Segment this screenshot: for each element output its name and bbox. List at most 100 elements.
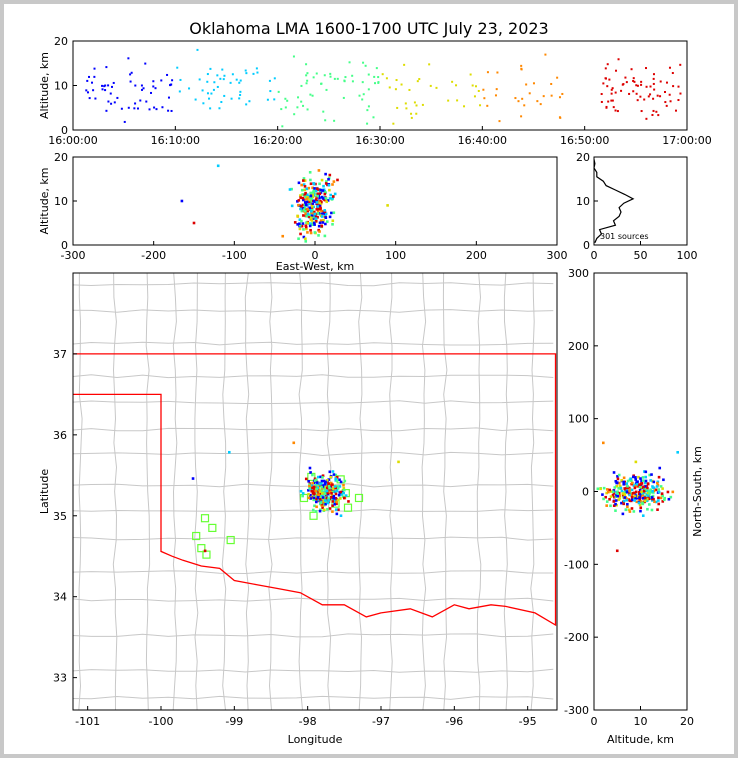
source-point: [312, 212, 315, 215]
source-point: [601, 493, 604, 496]
source-point: [320, 479, 324, 483]
source-point: [317, 488, 320, 491]
source-point: [305, 227, 308, 231]
x-tick-label: -100: [222, 249, 247, 262]
source-point: [622, 482, 626, 486]
source-point: [626, 502, 629, 506]
source-point: [308, 213, 311, 217]
source-point: [651, 113, 654, 116]
source-point: [610, 92, 613, 95]
source-point: [364, 64, 367, 67]
source-point: [679, 63, 682, 66]
source-point: [315, 487, 319, 491]
x-tick-label: 16:30:00: [355, 134, 404, 147]
source-point: [306, 231, 309, 234]
source-point: [626, 479, 630, 483]
source-point: [293, 113, 296, 116]
source-point: [316, 211, 320, 215]
source-point: [320, 82, 323, 85]
source-point: [325, 479, 329, 482]
lma-station-marker: [192, 531, 201, 541]
source-point: [351, 74, 354, 77]
source-point: [305, 200, 309, 204]
source-point: [315, 505, 318, 509]
source-point: [201, 89, 204, 92]
source-point: [209, 107, 212, 110]
source-point: [256, 71, 259, 74]
source-point: [306, 212, 310, 216]
source-point: [323, 192, 327, 196]
source-point: [301, 193, 304, 196]
source-point: [296, 106, 299, 109]
source-point: [650, 496, 654, 499]
source-point: [307, 215, 311, 218]
source-point: [323, 190, 327, 194]
source-point: [630, 498, 634, 502]
source-point: [608, 488, 611, 492]
source-point: [167, 109, 170, 112]
source-point: [313, 504, 316, 508]
source-point: [663, 496, 667, 500]
source-point: [367, 88, 370, 91]
y-tick-label: 300: [568, 267, 589, 280]
source-point: [633, 486, 637, 490]
source-point: [333, 485, 337, 488]
source-point: [647, 497, 651, 501]
source-point: [302, 104, 305, 107]
source-point: [290, 204, 294, 208]
source-point: [311, 202, 315, 205]
source-point: [620, 479, 624, 482]
source-point: [646, 482, 650, 485]
lma-station-marker: [200, 514, 210, 523]
source-point: [536, 100, 539, 103]
source-point: [604, 77, 607, 80]
source-point: [220, 101, 223, 104]
source-point: [317, 491, 320, 494]
source-point: [314, 478, 318, 482]
source-point: [663, 498, 666, 502]
source-point: [386, 204, 389, 207]
source-point: [677, 99, 680, 102]
county-boundary: [503, 273, 509, 710]
source-point: [649, 479, 652, 482]
source-point: [347, 500, 350, 503]
source-point: [658, 466, 662, 470]
source-point: [331, 197, 334, 200]
altitude-north-south-panel: 0 10 20 -300 -200 -100 0 100 200 300 Altitude, km N…: [564, 267, 704, 746]
source-point: [614, 91, 617, 94]
y-tick-label: 20: [54, 151, 68, 164]
source-point: [645, 85, 648, 88]
source-point: [645, 67, 648, 70]
source-point: [327, 497, 330, 500]
source-point: [599, 487, 602, 491]
source-point: [381, 73, 384, 76]
source-point: [273, 77, 276, 80]
source-point: [317, 234, 320, 237]
source-point: [640, 83, 643, 86]
source-point: [316, 482, 319, 486]
source-point: [110, 102, 113, 105]
source-point: [617, 58, 620, 61]
source-point: [404, 102, 407, 105]
source-point: [308, 206, 312, 210]
source-point: [656, 481, 659, 485]
source-point: [319, 219, 323, 222]
source-point: [331, 223, 334, 226]
source-point: [486, 71, 489, 74]
source-point: [315, 481, 319, 484]
y-tick-label: 34: [53, 591, 67, 604]
source-point: [333, 192, 337, 196]
source-point: [171, 79, 174, 82]
source-point: [314, 217, 318, 220]
source-point: [362, 93, 365, 96]
source-point: [252, 72, 255, 75]
source-point: [304, 224, 308, 228]
source-point: [558, 96, 561, 99]
source-point: [644, 481, 647, 485]
source-point: [651, 494, 655, 498]
source-point: [300, 84, 303, 87]
source-point: [319, 508, 322, 512]
source-point: [311, 195, 315, 199]
source-point: [496, 71, 499, 74]
county-boundary: [73, 309, 554, 313]
